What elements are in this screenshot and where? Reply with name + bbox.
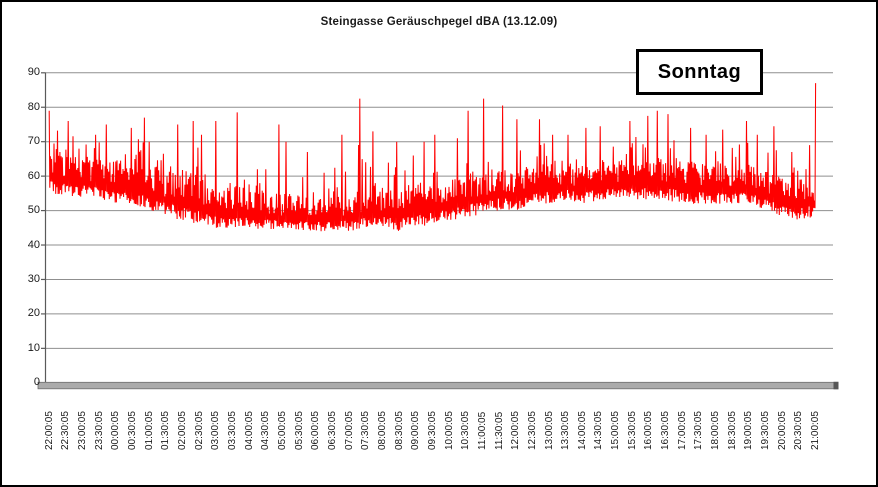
x-tick-label: 10:00:05 (443, 411, 455, 450)
y-tick-label: 60 (27, 169, 40, 182)
noise-series-line (48, 83, 817, 232)
x-tick-label: 15:00:05 (610, 411, 622, 450)
x-tick-label: 10:30:05 (460, 411, 472, 450)
x-tick-label: 16:30:05 (660, 411, 672, 450)
x-tick-label: 13:30:05 (560, 411, 572, 450)
x-axis-baseline-bar (37, 381, 839, 390)
x-tick-label: 02:00:05 (176, 411, 188, 450)
y-tick-label: 10 (27, 341, 40, 354)
y-tick-label: 80 (27, 100, 40, 113)
x-tick-label: 15:30:05 (626, 411, 638, 450)
x-tick-label: 20:00:05 (776, 411, 788, 450)
x-tick-label: 12:00:05 (510, 411, 522, 450)
x-tick-label: 13:00:05 (543, 411, 555, 450)
x-tick-label: 04:30:05 (260, 411, 272, 450)
x-tick-label: 07:00:05 (343, 411, 355, 450)
x-tick-label: 20:30:05 (793, 411, 805, 450)
x-tick-label: 05:00:05 (276, 411, 288, 450)
x-tick-label: 06:00:05 (310, 411, 322, 450)
x-tick-label: 03:00:05 (210, 411, 222, 450)
x-tick-label: 14:00:05 (576, 411, 588, 450)
x-tick-label: 11:30:05 (493, 411, 505, 450)
x-tick-label: 16:00:05 (643, 411, 655, 450)
x-tick-label: 04:00:05 (243, 411, 255, 450)
x-tick-label: 11:00:05 (476, 411, 488, 450)
y-tick-label: 70 (27, 135, 40, 148)
x-tick-label: 19:00:05 (743, 411, 755, 450)
x-tick-label: 05:30:05 (293, 411, 305, 450)
y-tick-label: 30 (27, 272, 40, 285)
y-tick-label: 40 (27, 238, 40, 251)
x-tick-label: 18:00:05 (710, 411, 722, 450)
x-tick-label: 12:30:05 (526, 411, 538, 450)
x-tick-label: 03:30:05 (226, 411, 238, 450)
x-tick-label: 01:00:05 (143, 411, 155, 450)
x-tick-label: 00:00:05 (110, 411, 122, 450)
x-tick-label: 21:00:05 (810, 411, 822, 450)
x-tick-label: 06:30:05 (326, 411, 338, 450)
sonntag-annotation-label: Sonntag (657, 60, 742, 83)
x-tick-label: 01:30:05 (160, 411, 172, 450)
x-tick-label: 00:30:05 (127, 411, 138, 450)
x-axis-baseline-bar-end (833, 381, 839, 390)
chart-title: Steingasse Geräuschpegel dBA (13.12.09) (320, 16, 558, 28)
y-tick-label: 20 (27, 307, 40, 320)
y-tick-label: 0 (33, 376, 40, 389)
x-tick-label: 17:30:05 (693, 411, 705, 450)
x-tick-label: 09:30:05 (426, 411, 438, 450)
x-tick-label: 17:00:05 (676, 411, 688, 450)
x-tick-label: 22:00:05 (43, 411, 55, 450)
y-tick-label: 90 (27, 66, 40, 79)
x-tick-label: 22:30:05 (60, 411, 72, 450)
x-tick-label: 07:30:05 (360, 411, 372, 450)
x-tick-label: 19:30:05 (760, 411, 772, 450)
x-tick-label: 08:30:05 (393, 411, 405, 450)
x-tick-label: 23:30:05 (93, 411, 105, 450)
sonntag-annotation-box: Sonntag (636, 49, 763, 95)
x-tick-label: 02:30:05 (193, 411, 205, 450)
x-tick-label: 08:00:05 (376, 411, 388, 450)
x-tick-label: 09:00:05 (410, 411, 422, 450)
x-tick-label: 18:30:05 (726, 411, 738, 450)
x-tick-label: 14:30:05 (593, 411, 605, 450)
x-tick-label: 23:00:05 (77, 411, 89, 450)
y-tick-label: 50 (27, 204, 40, 217)
